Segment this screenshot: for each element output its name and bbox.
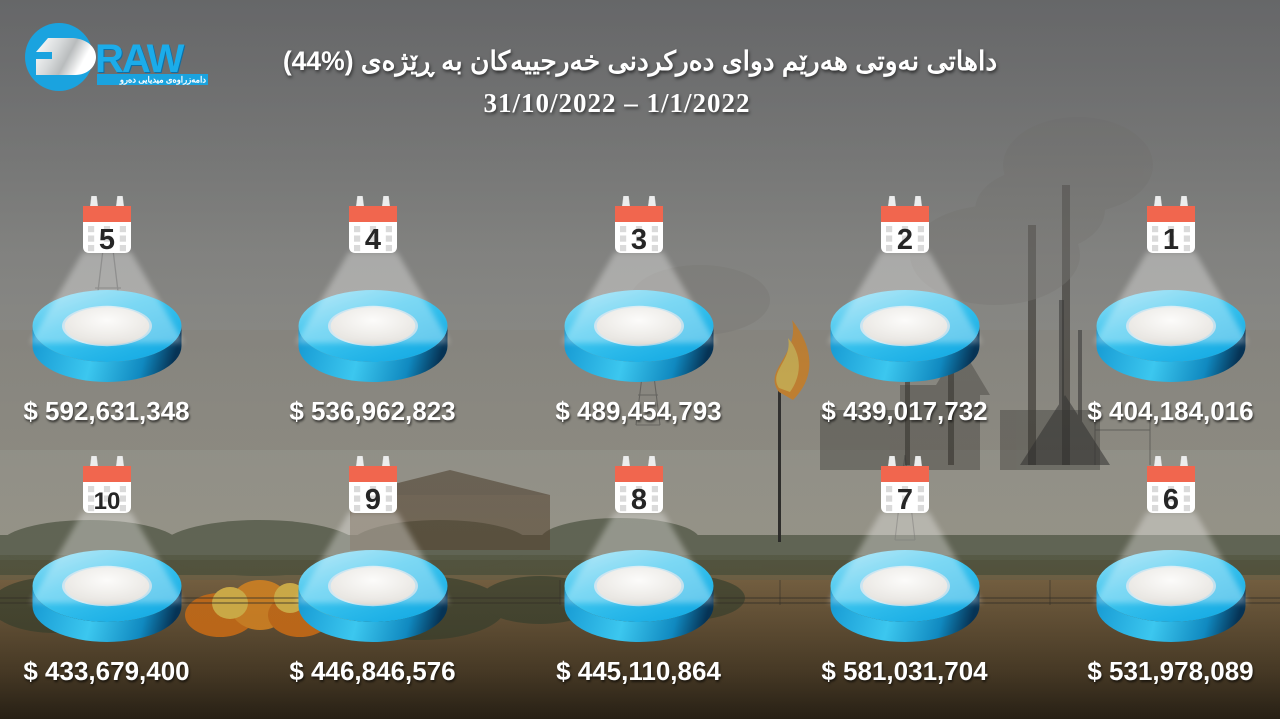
svg-text:1: 1	[1162, 224, 1178, 256]
svg-text:9: 9	[364, 484, 380, 516]
svg-text:5: 5	[98, 224, 114, 256]
svg-text:7: 7	[896, 484, 912, 516]
svg-text:8: 8	[630, 484, 646, 516]
svg-text:2: 2	[896, 224, 912, 256]
svg-text:3: 3	[630, 224, 646, 256]
svg-text:4: 4	[364, 224, 380, 256]
svg-text:6: 6	[1162, 484, 1178, 516]
svg-text:10: 10	[93, 488, 120, 515]
